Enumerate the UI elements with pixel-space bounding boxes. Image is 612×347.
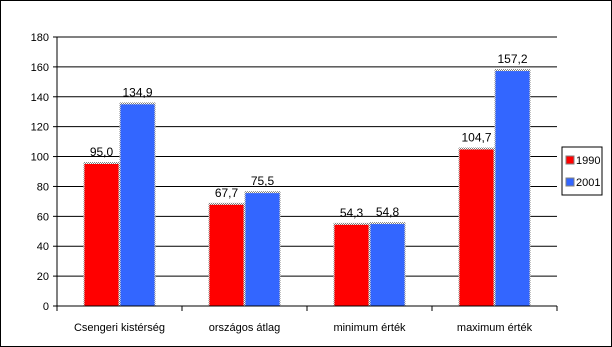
y-tick-label: 20 bbox=[37, 271, 49, 283]
category-label: Csengeri kistérség bbox=[74, 322, 165, 334]
bar-2001 bbox=[495, 71, 530, 306]
y-tick-label: 100 bbox=[31, 152, 49, 164]
y-tick-label: 80 bbox=[37, 181, 49, 193]
legend: 1990 2001 bbox=[561, 146, 603, 196]
y-axis-ticks: 0 20 40 60 80 100 120 140 160 180 bbox=[31, 32, 57, 313]
y-tick-label: 40 bbox=[37, 241, 49, 253]
legend-swatch-1990 bbox=[565, 155, 575, 165]
data-label: 157,2 bbox=[497, 52, 527, 66]
data-label: 54,8 bbox=[376, 205, 400, 219]
category-label: országos átlag bbox=[209, 322, 281, 334]
axes bbox=[56, 37, 558, 311]
data-labels: 95,0 134,9 67,7 75,5 54,3 54,8 104,7 157,2 bbox=[90, 52, 528, 220]
bar-2001 bbox=[245, 193, 280, 306]
y-tick-label: 140 bbox=[31, 92, 49, 104]
y-tick-label: 0 bbox=[43, 301, 49, 313]
data-label: 75,5 bbox=[251, 174, 275, 188]
bar-2001 bbox=[370, 224, 405, 306]
data-label: 95,0 bbox=[90, 145, 114, 159]
bar-1990 bbox=[334, 224, 369, 306]
bar-2001 bbox=[120, 104, 155, 306]
category-label: minimum érték bbox=[333, 322, 406, 334]
data-label: 54,3 bbox=[340, 206, 364, 220]
y-tick-label: 160 bbox=[31, 62, 49, 74]
data-label: 134,9 bbox=[122, 85, 152, 99]
bar-1990 bbox=[84, 164, 119, 306]
y-tick-label: 60 bbox=[37, 211, 49, 223]
x-axis-categories: Csengeri kistérség országos átlag minimum … bbox=[74, 322, 533, 334]
y-tick-label: 120 bbox=[31, 122, 49, 134]
legend-label: 1990 bbox=[576, 155, 600, 167]
bar-1990 bbox=[459, 149, 494, 306]
legend-label: 2001 bbox=[576, 177, 600, 189]
y-tick-label: 180 bbox=[31, 32, 49, 44]
legend-swatch-2001 bbox=[565, 177, 575, 187]
data-label: 104,7 bbox=[461, 131, 491, 145]
bar-1990 bbox=[209, 204, 244, 306]
data-label: 67,7 bbox=[215, 186, 239, 200]
legend-box bbox=[561, 146, 603, 196]
bars bbox=[83, 69, 531, 306]
category-label: maximum érték bbox=[457, 322, 533, 334]
